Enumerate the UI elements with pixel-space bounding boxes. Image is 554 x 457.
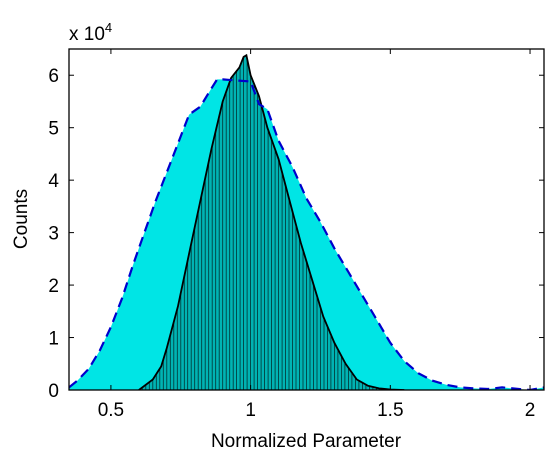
x-tick-label: 0.5: [98, 400, 124, 421]
x-tick-label: 1.5: [377, 400, 403, 421]
y-tick-label: 5: [48, 119, 59, 140]
y-multiplier-label: x 104: [69, 20, 112, 45]
y-tick-label: 1: [48, 329, 59, 350]
y-multiplier-exponent: 4: [105, 20, 112, 35]
narrow-distribution-line: [138, 53, 405, 390]
wide-distribution-line: [69, 78, 544, 390]
y-tick-label: 0: [48, 381, 59, 402]
x-tick-label: 1: [245, 400, 256, 421]
y-tick-label: 6: [48, 66, 59, 87]
y-tick-label: 3: [48, 224, 59, 245]
y-tick-label: 2: [48, 276, 59, 297]
plot-area: [69, 53, 544, 390]
y-multiplier-base: x 10: [69, 24, 105, 45]
x-tick-label: 2: [525, 400, 536, 421]
plot-frame: [68, 48, 545, 391]
x-axis: 0.5 1 1.5 2: [98, 49, 536, 421]
y-axis-label: Counts: [11, 189, 32, 249]
y-axis: 0 1 2 3 4 5 6: [48, 66, 544, 402]
x-axis-label: Normalized Parameter: [211, 431, 402, 452]
y-tick-label: 4: [48, 171, 59, 192]
